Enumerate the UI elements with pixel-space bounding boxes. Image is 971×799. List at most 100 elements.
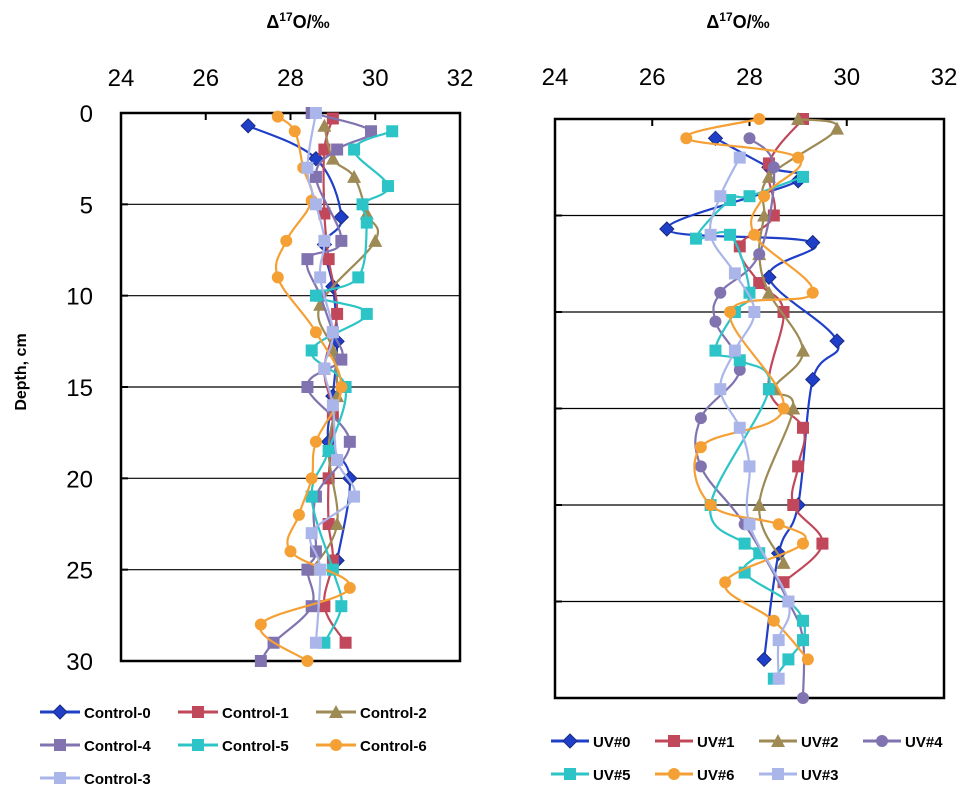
data-point: [796, 537, 809, 550]
legend-label: UV#0: [593, 734, 631, 751]
data-point: [335, 234, 348, 247]
data-point: [386, 125, 399, 138]
data-point: [335, 381, 348, 393]
data-point: [356, 198, 369, 211]
data-point: [318, 143, 331, 156]
data-point: [767, 161, 780, 174]
y-tick-label: 25: [66, 558, 93, 585]
data-point: [753, 248, 766, 261]
y-tick-label: 20: [66, 466, 93, 493]
legend-label: UV#1: [697, 734, 735, 751]
data-point: [761, 285, 776, 299]
legend-label: UV#4: [905, 734, 943, 751]
legend-label: UV#2: [801, 734, 839, 751]
data-point: [772, 672, 785, 685]
data-point: [365, 125, 378, 138]
series-Control-4: [254, 107, 378, 667]
data-point: [816, 537, 829, 550]
data-point: [714, 190, 727, 203]
data-point: [309, 435, 322, 448]
data-point: [314, 563, 327, 576]
data-point: [330, 517, 345, 530]
data-point: [368, 233, 383, 247]
series-UV#3: [704, 151, 795, 685]
data-point: [309, 170, 322, 183]
data-point: [753, 113, 766, 125]
data-point: [758, 190, 771, 203]
data-point: [757, 208, 772, 222]
data-point: [719, 576, 732, 589]
data-point: [348, 490, 361, 503]
data-point: [776, 555, 791, 569]
data-point: [314, 271, 327, 284]
chart-panel-uv: Δ17O/‰ 24 26 28 30 32 UV#0 UV#1 UV#2 UV#4 UV#5 UV#6…: [542, 10, 958, 784]
data-point: [786, 401, 801, 415]
data-point: [782, 595, 795, 608]
chart-title: Δ17O/‰: [266, 10, 329, 32]
data-point: [240, 118, 256, 134]
data-point: [301, 563, 314, 576]
data-point: [305, 527, 318, 540]
series-UV#0: [659, 130, 845, 668]
data-point: [309, 636, 322, 649]
data-point: [694, 460, 707, 473]
data-point: [791, 112, 806, 125]
legend: UV#0 UV#1 UV#2 UV#4 UV#5 UV#6 UV#3: [551, 733, 943, 784]
y-tick-label: 30: [66, 649, 93, 676]
data-point: [704, 228, 717, 241]
x-tick-label: 30: [833, 64, 860, 91]
data-point: [343, 435, 356, 448]
data-point: [748, 228, 761, 241]
data-point: [322, 444, 335, 457]
data-point: [796, 421, 809, 434]
data-point: [796, 614, 809, 627]
data-point: [690, 232, 703, 245]
data-point: [796, 170, 809, 183]
data-point: [743, 190, 756, 203]
data-point: [830, 121, 845, 135]
legend-label: Control-1: [222, 705, 289, 722]
data-point: [733, 151, 746, 164]
data-point: [330, 389, 345, 403]
data-point: [714, 286, 727, 299]
data-point: [680, 132, 693, 145]
data-point: [659, 221, 675, 237]
data-point: [352, 271, 365, 284]
data-point: [339, 636, 352, 649]
data-point: [325, 151, 340, 165]
data-point: [271, 271, 284, 284]
data-point: [704, 499, 717, 511]
data-point: [335, 353, 348, 366]
data-point: [738, 537, 751, 550]
series-Control-3: [301, 107, 361, 649]
data-point: [301, 161, 314, 174]
legend-label: Control-5: [222, 738, 289, 755]
data-point: [381, 180, 394, 193]
x-tick-label: 24: [542, 64, 569, 91]
data-point: [318, 600, 331, 613]
data-point: [796, 634, 809, 647]
legend-marker: [668, 768, 680, 780]
y-tick-label: 10: [66, 284, 93, 311]
data-point: [301, 381, 314, 393]
data-point: [348, 143, 361, 156]
data-point: [743, 460, 756, 473]
data-point: [801, 653, 814, 666]
data-point: [309, 198, 322, 211]
data-point: [309, 107, 322, 119]
data-point: [752, 498, 767, 511]
data-point: [254, 618, 267, 631]
legend-marker: [329, 705, 343, 718]
legend-marker: [876, 735, 888, 747]
legend-label: Control-4: [84, 738, 151, 755]
data-point: [331, 454, 344, 467]
data-point: [772, 634, 785, 647]
legend-marker: [192, 706, 204, 718]
y-tick-label: 15: [66, 375, 93, 402]
data-point: [733, 354, 746, 367]
legend-label: Control-6: [360, 738, 427, 755]
data-point: [360, 307, 373, 320]
data-point: [280, 234, 293, 247]
data-point: [777, 402, 790, 415]
legend-marker: [564, 768, 576, 780]
